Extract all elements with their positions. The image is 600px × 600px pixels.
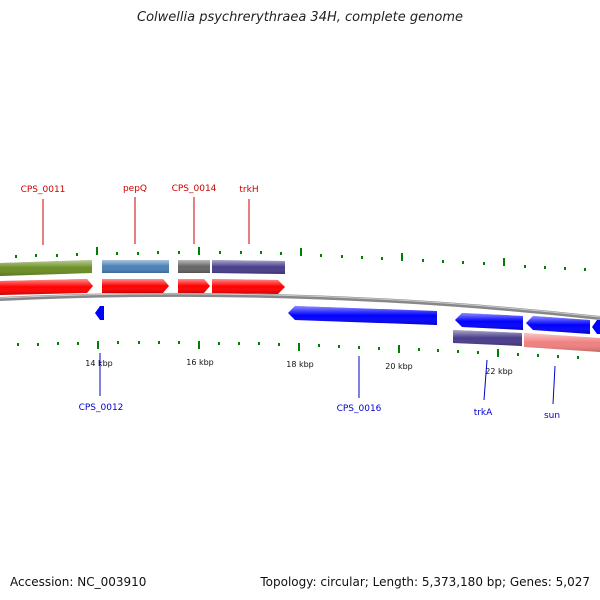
inner-tick-row <box>17 341 579 359</box>
tick-label-22kbp: 22 kbp <box>485 367 513 376</box>
gene-label-cps-0014[interactable]: CPS_0014 <box>172 184 217 194</box>
leader-line-trka <box>483 359 488 401</box>
genome-backbone <box>0 292 600 320</box>
gene-label-cps-0016[interactable]: CPS_0016 <box>337 404 382 414</box>
inner-feature-track <box>453 330 600 352</box>
genome-stats-text: Topology: circular; Length: 5,373,180 bp… <box>260 575 590 589</box>
accession-text: Accession: NC_003910 <box>10 575 147 589</box>
map-title: Colwellia psychrerythraea 34H, complete … <box>137 10 463 25</box>
gene-label-trka[interactable]: trkA <box>474 408 493 418</box>
forward-cds-track <box>0 279 285 295</box>
gene-label-trkh[interactable]: trkH <box>239 185 258 195</box>
gene-label-cps-0011[interactable]: CPS_0011 <box>21 185 66 195</box>
tick-label-14kbp: 14 kbp <box>85 359 113 368</box>
gene-label-pepq[interactable]: pepQ <box>123 184 147 194</box>
tick-label-16kbp: 16 kbp <box>186 358 214 367</box>
gene-label-sun[interactable]: sun <box>544 411 560 421</box>
outer-feature-track <box>0 260 285 276</box>
tick-label-20kbp: 20 kbp <box>385 362 413 371</box>
gene-label-cps-0012[interactable]: CPS_0012 <box>79 403 124 413</box>
outer-tick-row <box>15 247 586 271</box>
tick-label-18kbp: 18 kbp <box>286 360 314 369</box>
reverse-cds-track <box>95 306 600 334</box>
leader-line-sun <box>552 365 556 405</box>
